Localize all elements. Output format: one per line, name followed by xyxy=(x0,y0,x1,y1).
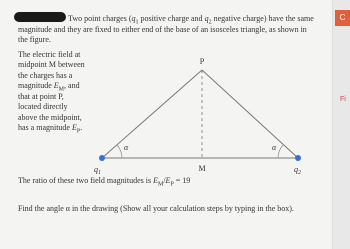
charge xyxy=(295,154,301,161)
text: / xyxy=(163,175,166,185)
text: E xyxy=(53,81,59,90)
charge xyxy=(99,154,105,161)
label: α xyxy=(124,143,129,152)
text: Two point charges ( xyxy=(68,14,132,23)
label: P xyxy=(200,57,205,66)
button[interactable]: C xyxy=(335,10,350,26)
text: negative charge) have the same magnitude… xyxy=(18,14,314,44)
triangle-figure: P α α q1 q2 M xyxy=(94,57,301,176)
text: M xyxy=(157,181,164,188)
text: q xyxy=(94,165,98,174)
angle-arc xyxy=(116,144,123,158)
text: positive charge and xyxy=(138,14,205,23)
side-panel xyxy=(332,0,350,249)
angle-arc xyxy=(277,144,284,158)
text: q xyxy=(131,14,136,23)
text: 1 xyxy=(98,170,101,176)
figure: P α α q1 q2 M xyxy=(90,50,318,176)
text: P xyxy=(76,128,81,135)
label: q1 xyxy=(94,165,101,176)
question: Find the angle α in the drawing (Show al… xyxy=(18,204,294,213)
text: , and that at point P, located directly … xyxy=(18,81,82,132)
intro: Two point charges (q1 positive charge an… xyxy=(18,14,318,46)
label: M xyxy=(198,164,205,173)
side-left xyxy=(101,69,203,158)
text: The ratio of these two field magnitudes … xyxy=(18,175,154,185)
text: q xyxy=(204,14,209,23)
text: = 19 xyxy=(173,175,191,185)
text: The electric field at midpoint M between… xyxy=(18,49,85,91)
text: E xyxy=(71,123,77,132)
body: The electric field at midpoint M between… xyxy=(18,49,318,135)
text: P xyxy=(170,181,174,188)
side-right xyxy=(201,69,299,158)
label: α xyxy=(272,143,277,152)
problem: Two point charges (q1 positive charge an… xyxy=(18,14,318,215)
text: E xyxy=(165,175,171,185)
ratio: The ratio of these two field magnitudes … xyxy=(18,175,318,188)
text: 2 xyxy=(208,19,212,26)
text: 2 xyxy=(298,170,301,176)
text: 1 xyxy=(135,19,139,26)
text: . xyxy=(80,123,83,132)
text: M xyxy=(58,86,65,93)
text: E xyxy=(153,175,158,185)
label: q2 xyxy=(294,165,301,176)
redaction xyxy=(14,12,66,22)
text: q xyxy=(294,165,298,174)
side-label: Fi xyxy=(340,96,346,103)
